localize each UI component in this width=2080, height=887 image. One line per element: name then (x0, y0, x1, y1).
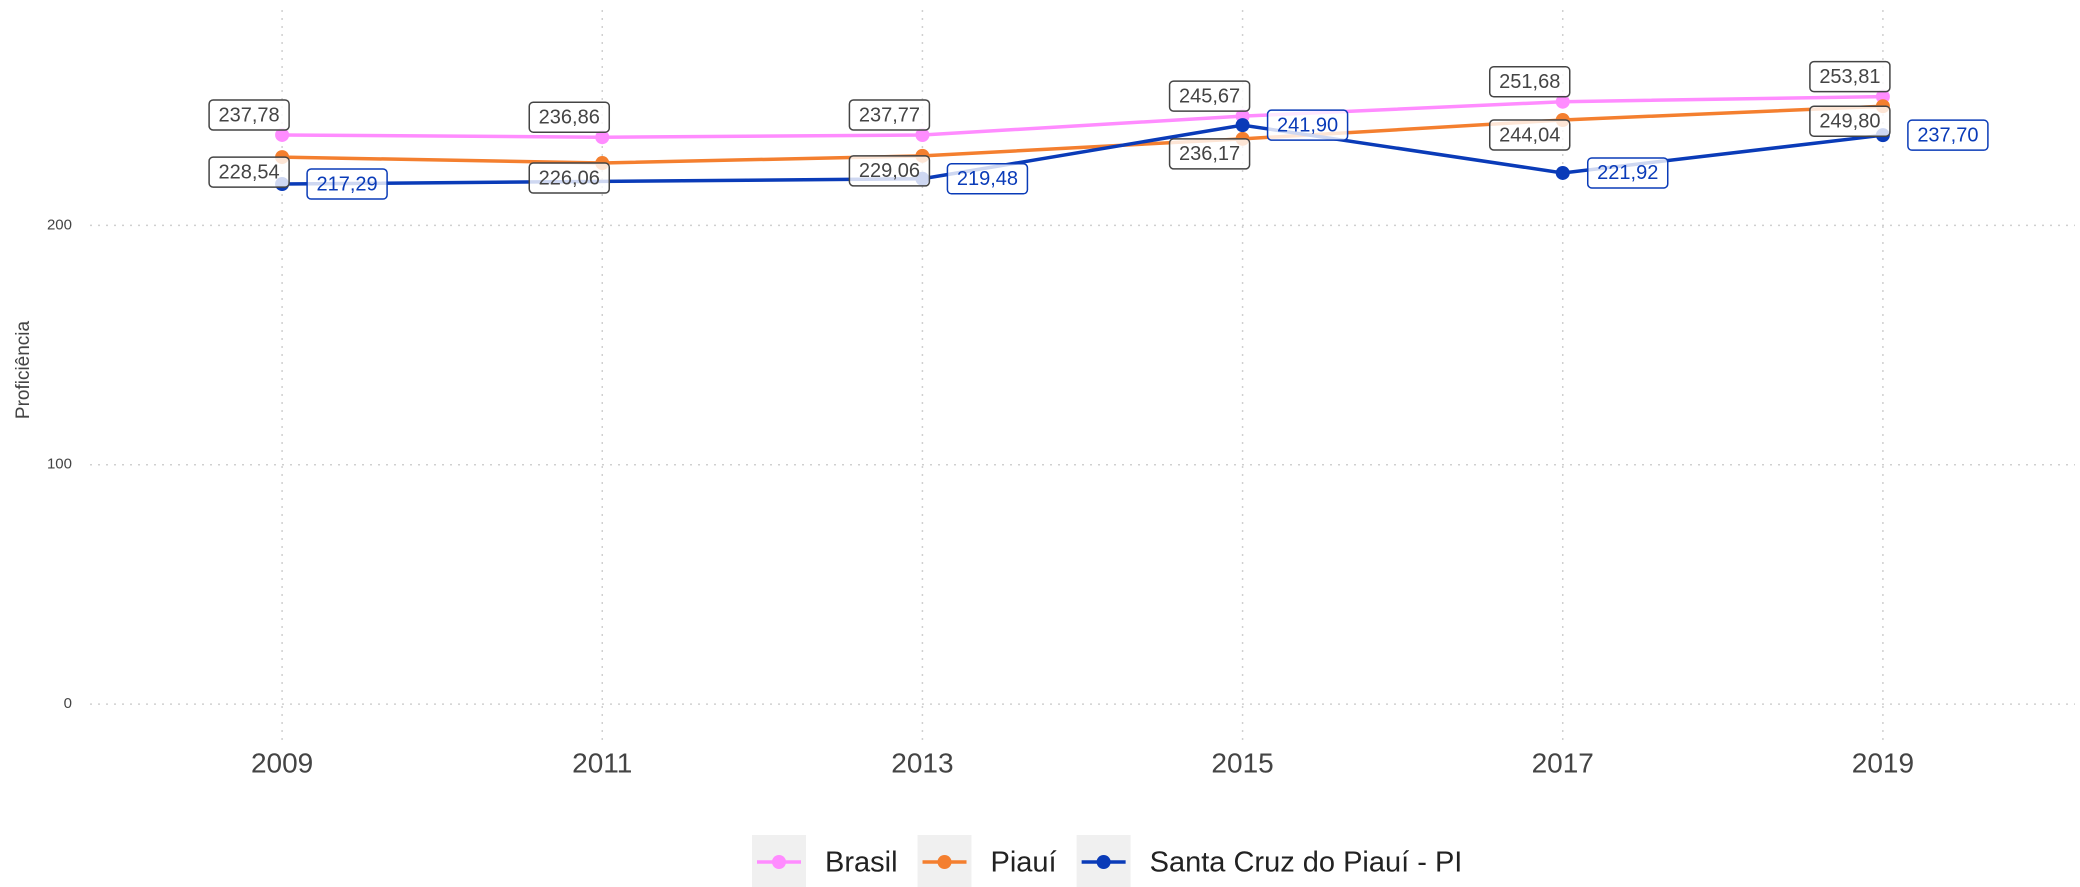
data-label-group: 244,04 (1488, 119, 1571, 151)
data-label-box (1809, 60, 1891, 93)
data-label-group: 251,68 (1488, 65, 1571, 98)
legend-key-point (1096, 855, 1111, 869)
data-label: 241,90 (1277, 114, 1338, 136)
data-label: 221,92 (1597, 162, 1658, 184)
data-label: 245,67 (1179, 85, 1240, 107)
data-label: 229,06 (859, 160, 920, 182)
data-label: 237,70 (1917, 124, 1978, 146)
data-label: 249,80 (1819, 110, 1880, 132)
data-label-group: 237,70 (1907, 119, 1989, 151)
data-label: 237,77 (859, 104, 920, 126)
data-label-group: 226,06 (528, 162, 611, 194)
data-label: 236,17 (1179, 143, 1240, 165)
y-tick-label: 100 (47, 456, 72, 473)
series-line (282, 104, 1883, 165)
data-point (1875, 89, 1890, 104)
data-label-box (848, 99, 931, 131)
x-tick-label: 2009 (251, 747, 313, 778)
data-label-box (1168, 138, 1251, 170)
data-point (595, 130, 610, 145)
data-label-box (306, 168, 388, 200)
data-label-box (946, 163, 1029, 195)
data-label-group: 236,17 (1168, 138, 1251, 170)
data-label: 217,29 (317, 173, 378, 195)
data-label: 219,48 (957, 168, 1018, 190)
x-tick-label: 2019 (1852, 747, 1914, 778)
data-label-group: 253,81 (1809, 60, 1891, 93)
data-label-box (1488, 65, 1571, 98)
data-point (1555, 94, 1570, 109)
data-label-box (1809, 105, 1891, 137)
data-label: 228,54 (219, 161, 280, 183)
data-label-box (528, 162, 611, 194)
data-point (915, 128, 930, 143)
x-tick-label: 2011 (572, 747, 632, 778)
x-tick-label: 2015 (1211, 747, 1273, 778)
data-label-box (1586, 157, 1669, 189)
series-line (282, 94, 1883, 139)
x-tick-label: 2013 (891, 747, 953, 778)
y-axis-label: Proficiência (13, 320, 34, 419)
data-label: 237,78 (219, 104, 280, 126)
data-label-box (1168, 80, 1251, 112)
data-label-box (208, 156, 290, 188)
data-label-box (1488, 119, 1571, 151)
legend-label: Brasil (825, 847, 898, 879)
legend-key-point (937, 855, 952, 869)
data-label-group: 237,77 (848, 99, 931, 131)
data-label: 236,86 (539, 106, 600, 128)
data-label-group: 219,48 (946, 163, 1029, 195)
data-label: 226,06 (539, 167, 600, 189)
legend-label: Piauí (991, 847, 1057, 879)
data-point (275, 127, 290, 142)
data-label-group: 236,86 (528, 101, 611, 133)
data-label-box (848, 155, 931, 187)
data-label-box (1266, 109, 1349, 141)
data-label-group: 228,54 (208, 156, 290, 188)
legend-key-point (772, 855, 786, 869)
data-label-box (1907, 119, 1989, 151)
data-label-group: 241,90 (1266, 109, 1349, 141)
data-label-group: 217,29 (306, 168, 388, 200)
data-label-group: 221,92 (1586, 157, 1669, 189)
data-label: 244,04 (1499, 124, 1560, 146)
y-tick-label: 200 (47, 216, 72, 233)
x-tick-label: 2017 (1532, 747, 1594, 778)
data-label-group: 237,78 (208, 99, 290, 131)
data-point (1555, 165, 1570, 180)
data-label-group: 249,80 (1809, 105, 1891, 137)
data-label-box (208, 99, 290, 131)
legend-label: Santa Cruz do Piauí - PI (1150, 847, 1463, 879)
data-label-box (528, 101, 611, 133)
data-label: 253,81 (1819, 66, 1880, 88)
y-tick-label: 0 (64, 695, 72, 712)
data-point (1235, 118, 1250, 133)
data-label: 251,68 (1499, 71, 1560, 93)
data-label-group: 245,67 (1168, 80, 1251, 112)
data-label-group: 229,06 (848, 155, 931, 187)
